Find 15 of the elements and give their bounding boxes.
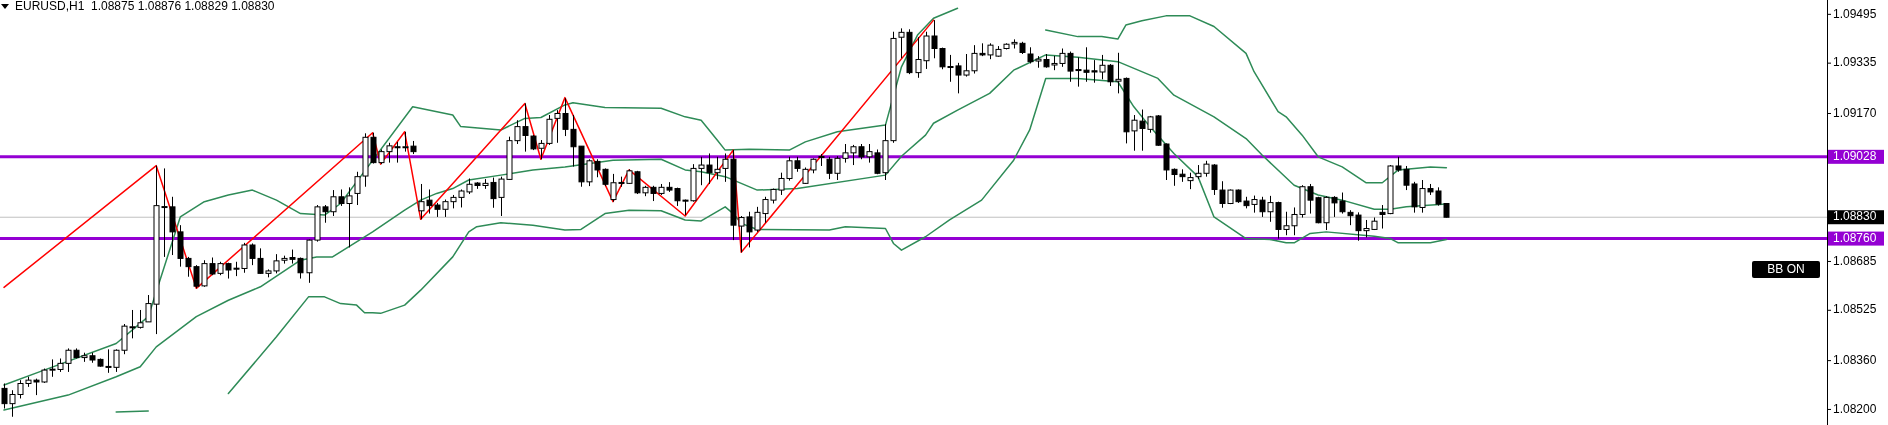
y-tick-label: 1.08200 xyxy=(1833,401,1877,416)
chart-title: EURUSD,H1 1.08875 1.08876 1.08829 1.08830 xyxy=(15,0,275,14)
y-tick-label: 1.08360 xyxy=(1833,352,1877,367)
ref-line-label: 1.08830 xyxy=(1833,209,1877,224)
line-series xyxy=(227,77,1448,395)
y-tick-label: 1.09170 xyxy=(1833,105,1877,120)
ref-line-label: 1.08760 xyxy=(1833,230,1877,245)
ref-line-label: 1.09028 xyxy=(1833,148,1877,163)
y-tick-label: 1.09335 xyxy=(1833,55,1877,70)
annotation: BB ON xyxy=(1767,262,1805,277)
line-series xyxy=(3,19,935,290)
y-tick-label: 1.08685 xyxy=(1833,253,1877,268)
y-tick-label: 1.08525 xyxy=(1833,302,1877,317)
y-tick-label: 1.09495 xyxy=(1833,6,1877,21)
line-series xyxy=(1044,15,1448,184)
